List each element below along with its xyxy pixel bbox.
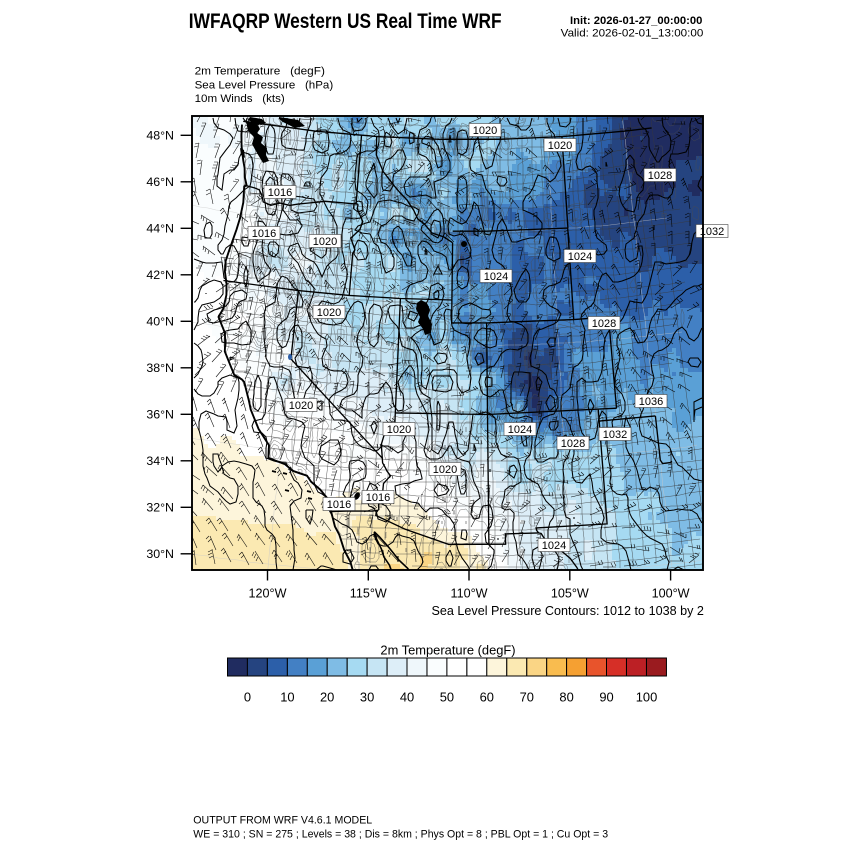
svg-text:120°W: 120°W: [249, 587, 287, 601]
svg-text:1028: 1028: [592, 318, 616, 330]
svg-text:38°N: 38°N: [146, 361, 174, 375]
svg-text:Valid: 2026-02-01_13:00:00: Valid: 2026-02-01_13:00:00: [561, 28, 704, 40]
svg-text:1020: 1020: [387, 424, 411, 436]
svg-text:1020: 1020: [548, 140, 572, 152]
svg-text:1028: 1028: [561, 438, 585, 450]
svg-text:40°N: 40°N: [146, 315, 174, 329]
svg-text:42°N: 42°N: [146, 268, 174, 282]
svg-text:34°N: 34°N: [146, 454, 174, 468]
svg-text:44°N: 44°N: [146, 222, 174, 236]
svg-text:1020: 1020: [289, 400, 313, 412]
svg-text:1024: 1024: [484, 271, 508, 283]
svg-text:36°N: 36°N: [146, 408, 174, 422]
svg-text:1036: 1036: [639, 396, 663, 408]
svg-text:100: 100: [636, 690, 658, 705]
svg-text:1016: 1016: [268, 187, 292, 199]
svg-text:30: 30: [360, 690, 374, 705]
svg-text:1020: 1020: [433, 464, 457, 476]
svg-text:32°N: 32°N: [146, 501, 174, 515]
svg-text:60: 60: [480, 690, 494, 705]
svg-text:40: 40: [400, 690, 414, 705]
svg-text:1024: 1024: [508, 424, 532, 436]
svg-text:1032: 1032: [700, 226, 724, 238]
svg-text:Init: 2026-01-27_00:00:00: Init: 2026-01-27_00:00:00: [570, 15, 702, 27]
svg-text:10: 10: [280, 690, 294, 705]
svg-text:1016: 1016: [327, 499, 351, 511]
svg-text:Sea Level Pressure Contours: 1: Sea Level Pressure Contours: 1012 to 103…: [432, 604, 704, 618]
svg-text:80: 80: [559, 690, 573, 705]
svg-text:48°N: 48°N: [146, 129, 174, 143]
svg-text:20: 20: [320, 690, 334, 705]
svg-text:1028: 1028: [648, 170, 672, 182]
svg-text:110°W: 110°W: [451, 587, 488, 601]
svg-text:1032: 1032: [603, 429, 627, 441]
svg-text:10m Winds (kts): 10m Winds (kts): [195, 93, 285, 105]
svg-text:90: 90: [599, 690, 613, 705]
svg-text:46°N: 46°N: [146, 175, 174, 189]
svg-text:50: 50: [440, 690, 454, 705]
svg-text:WE = 310 ; SN = 275 ; Levels =: WE = 310 ; SN = 275 ; Levels = 38 ; Dis …: [193, 829, 608, 841]
svg-text:OUTPUT FROM WRF V4.6.1 MODEL: OUTPUT FROM WRF V4.6.1 MODEL: [193, 814, 372, 826]
svg-text:1020: 1020: [313, 236, 337, 248]
svg-text:2m Temperature (degF): 2m Temperature (degF): [195, 65, 325, 77]
svg-text:Sea Level Pressure (hPa): Sea Level Pressure (hPa): [195, 79, 334, 91]
svg-text:1016: 1016: [366, 492, 390, 504]
svg-text:70: 70: [520, 690, 534, 705]
svg-text:1016: 1016: [252, 228, 276, 240]
svg-text:30°N: 30°N: [146, 547, 174, 561]
svg-text:100°W: 100°W: [652, 587, 690, 601]
svg-text:2m Temperature (degF): 2m Temperature (degF): [380, 643, 515, 658]
svg-text:1020: 1020: [473, 125, 497, 137]
svg-text:0: 0: [244, 690, 251, 705]
svg-text:1024: 1024: [568, 251, 592, 263]
svg-text:115°W: 115°W: [350, 587, 387, 601]
svg-text:105°W: 105°W: [551, 587, 589, 601]
svg-text:1020: 1020: [317, 307, 341, 319]
svg-text:IWFAQRP Western US Real Time W: IWFAQRP Western US Real Time WRF: [189, 9, 502, 33]
svg-text:1024: 1024: [542, 540, 566, 552]
